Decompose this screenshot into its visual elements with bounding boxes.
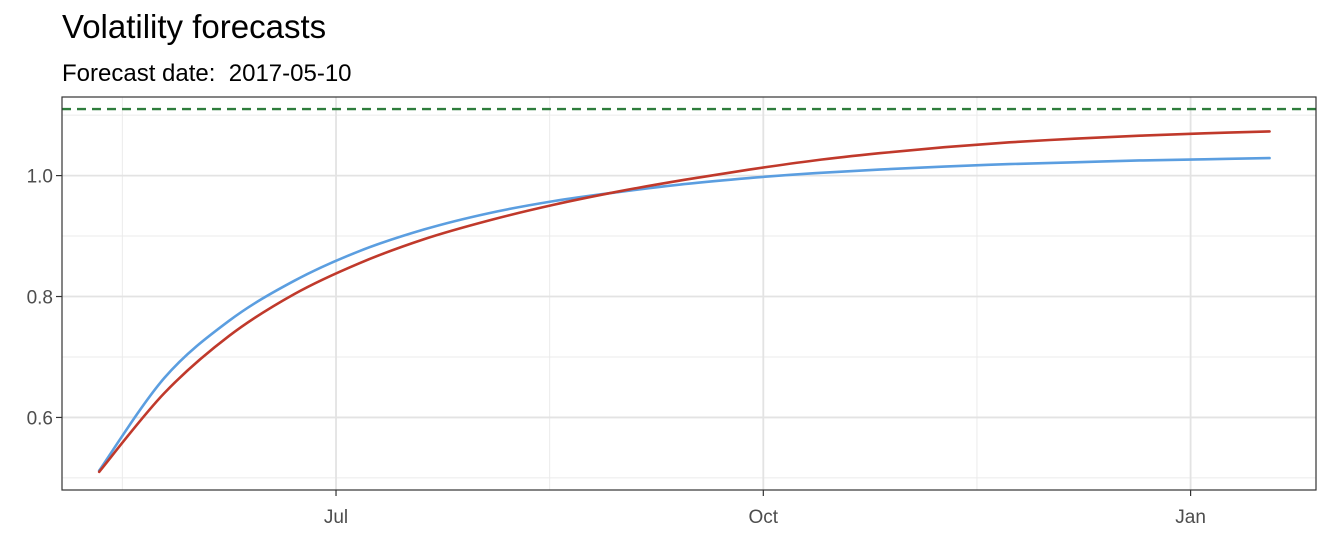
- chart-title: Volatility forecasts: [62, 8, 327, 45]
- series-line-2: [97, 130, 1271, 474]
- x-tick-label: Jul: [324, 507, 348, 528]
- y-tick-label: 0.6: [27, 408, 53, 429]
- major-gridlines: [62, 97, 1316, 490]
- x-axis: Jul Oct Jan: [324, 490, 1206, 528]
- plot-panel-border: [61, 96, 1317, 491]
- series-line-1: [97, 156, 1271, 472]
- minor-gridlines: [62, 97, 1316, 490]
- series-lines: [97, 130, 1271, 474]
- chart-subtitle: Forecast date: 2017-05-10: [62, 60, 352, 87]
- x-tick-label: Jan: [1175, 507, 1206, 528]
- x-tick-label: Oct: [749, 507, 779, 528]
- y-tick-label: 0.8: [27, 288, 53, 309]
- y-tick-label: 1.0: [27, 167, 53, 188]
- y-axis: 0.6 0.8 1.0: [27, 167, 62, 429]
